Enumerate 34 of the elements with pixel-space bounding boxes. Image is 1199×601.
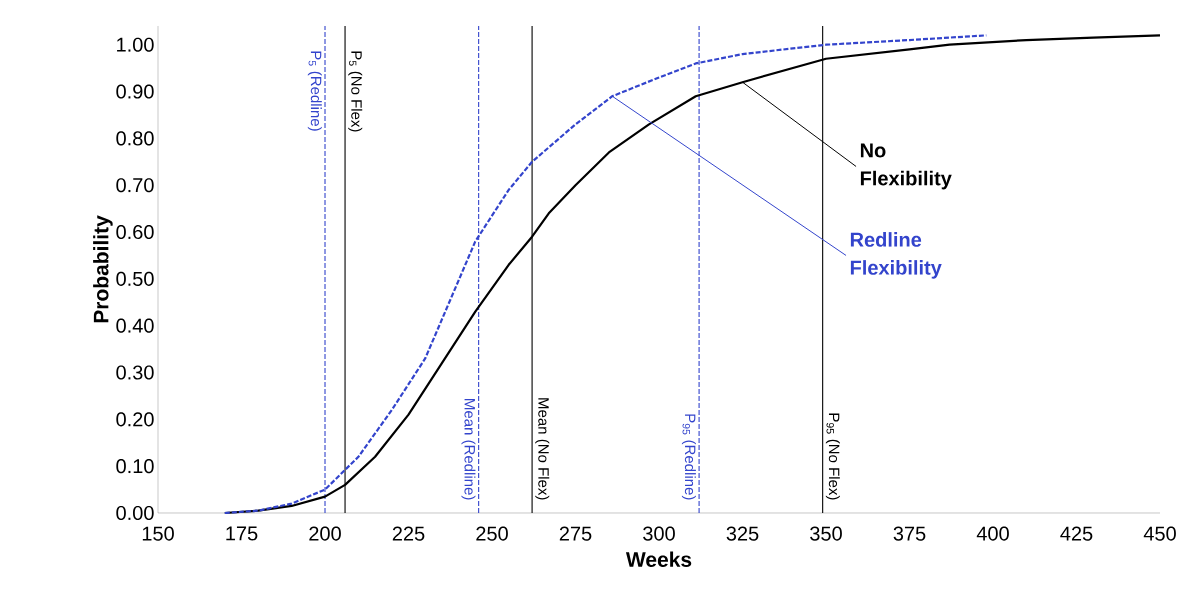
y-tick-label: 0.70: [116, 178, 154, 193]
y-tick-label: 0.00: [116, 505, 154, 521]
y-axis-title: Probability: [93, 215, 113, 323]
x-tick-label: 250: [476, 526, 508, 541]
x-tick-label: 225: [392, 526, 425, 541]
y-tick-label: 1.00: [117, 37, 154, 52]
x-tick-label: 325: [726, 526, 759, 541]
y-tick-label: 0.20: [116, 412, 154, 427]
x-tick-label: 350: [810, 526, 842, 541]
ref-line-label: P$_{5}$ (No Flex): [348, 51, 363, 132]
x-tick-label: 150: [142, 526, 174, 541]
ref-line-label: P$_{95}$ (No Flex): [825, 413, 840, 500]
ref-line-label: Mean (No Flex): [535, 398, 550, 500]
x-tick-label: 175: [226, 526, 258, 541]
y-tick-label: 0.30: [116, 365, 154, 380]
y-tick-label: 0.90: [116, 84, 154, 99]
x-tick-label: 400: [976, 526, 1009, 541]
y-tick-label: 0.50: [116, 271, 154, 286]
y-tick-label: 0.80: [116, 131, 154, 146]
x-tick-label: 450: [1143, 526, 1176, 541]
y-tick-label: 0.10: [116, 459, 154, 474]
y-tick-label: 0.60: [116, 224, 154, 240]
ref-line-label: Mean (Redline): [461, 399, 476, 500]
y-tick-label: 0.40: [116, 318, 154, 333]
x-tick-label: 425: [1060, 526, 1093, 541]
x-tick-label: 200: [309, 526, 341, 541]
x-tick-label: 300: [643, 526, 675, 541]
annotation: Redline Flexibility: [850, 232, 942, 279]
annotation: No Flexibility: [860, 143, 952, 190]
ref-line-label: P$_{95}$ (Redline): [681, 414, 696, 500]
x-tick-label: 375: [893, 526, 926, 541]
x-axis-title: Weeks: [625, 551, 692, 567]
ref-line-label: P$_{5}$ (Redline): [307, 51, 322, 131]
x-tick-label: 275: [559, 526, 592, 541]
